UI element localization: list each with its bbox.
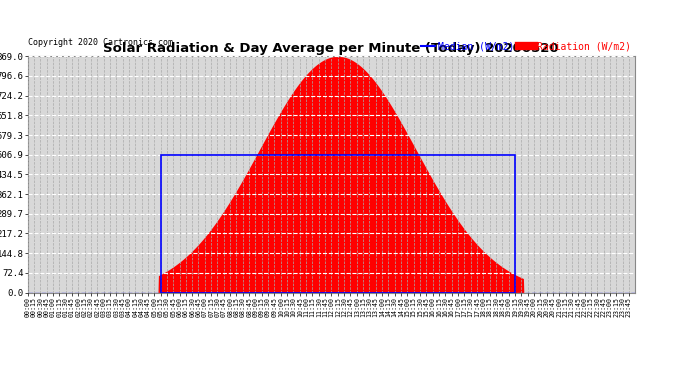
Bar [161, 155, 515, 292]
Text: Copyright 2020 Cartronics.com: Copyright 2020 Cartronics.com [28, 38, 172, 47]
Title: Solar Radiation & Day Average per Minute (Today) 20200520: Solar Radiation & Day Average per Minute… [104, 42, 559, 55]
Legend: Median (W/m2), Radiation (W/m2): Median (W/m2), Radiation (W/m2) [417, 38, 635, 55]
